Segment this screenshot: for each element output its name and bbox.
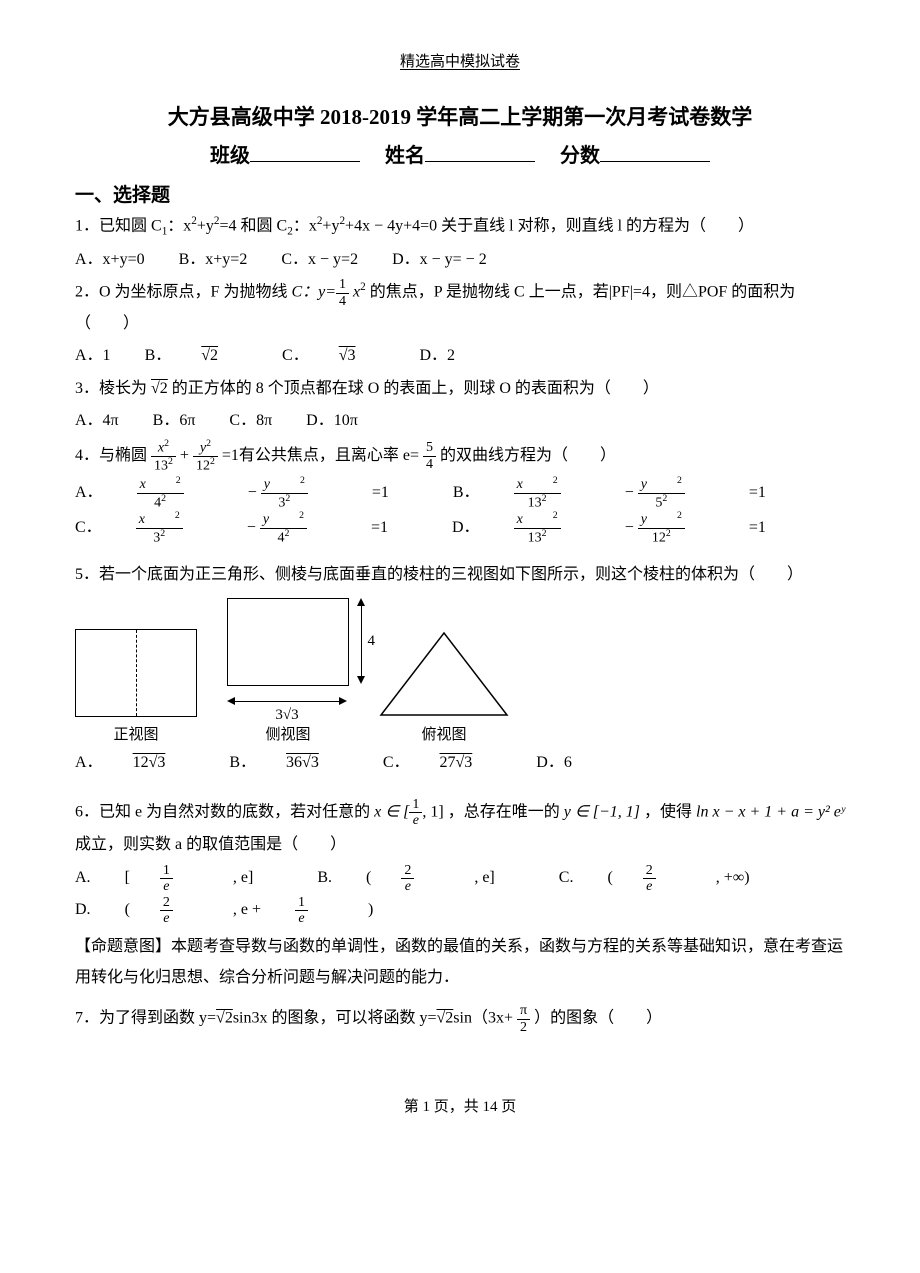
question-6: 6．已知 e 为自然对数的底数，若对任意的 x ∈ [1e, 1] ，总存在唯一… — [75, 797, 845, 829]
question-1: 1．已知圆 C1：x2+y2=4 和圆 C2：x2+y2+4x − 4y+4=0… — [75, 211, 845, 243]
score-label: 分数 — [560, 145, 600, 167]
q6-options: A. [1e, e] B. (2e, e] C. (2e, +∞) D. (2e… — [75, 863, 845, 927]
front-view-rect — [75, 629, 197, 717]
score-blank — [600, 141, 710, 162]
q2-options: A．1 B．√2 C．√3 D．2 — [75, 341, 845, 371]
question-4: 4．与椭圆 x2132 + y2122 =1有公共焦点，且离心率 e= 54 的… — [75, 439, 845, 474]
side-view: 4 3√3 侧视图 — [227, 598, 349, 744]
front-view: 正视图 — [75, 629, 197, 744]
q5-options: A．12√3 B．36√3 C．27√3 D．6 — [75, 748, 845, 778]
name-label: 姓名 — [385, 145, 425, 167]
three-views: 正视图 4 3√3 侧视图 俯视图 — [75, 598, 845, 744]
question-7: 7．为了得到函数 y=√2sin3x 的图象，可以将函数 y=√2sin（3x+… — [75, 1003, 845, 1035]
width-dimension: 3√3 — [227, 695, 347, 712]
class-label: 班级 — [210, 145, 250, 167]
top-view: 俯视图 — [379, 631, 509, 744]
class-blank — [250, 141, 360, 162]
question-6b: 成立，则实数 a 的取值范围是（ ） — [75, 830, 845, 860]
q3-options: A．4π B．6π C．8π D．10π — [75, 406, 845, 436]
side-view-rect — [227, 598, 349, 686]
q6-intent: 【命题意图】本题考查导数与函数的单调性，函数的最值的关系，函数与方程的关系等基础… — [75, 932, 845, 993]
page-footer: 第 1 页，共 14 页 — [75, 1095, 845, 1116]
question-3: 3．棱长为 √2 的正方体的 8 个顶点都在球 O 的表面上，则球 O 的表面积… — [75, 374, 845, 404]
question-2: 2．O 为坐标原点，F 为抛物线 C：y=14 x2 的焦点，P 是抛物线 C … — [75, 277, 845, 339]
q4-options-row2: C． x232 − y242 =1 D． x2132 − y2122 =1 — [75, 511, 845, 546]
running-header: 精选高中模拟试卷 — [75, 50, 845, 71]
section-header: 一、选择题 — [75, 180, 845, 207]
top-view-triangle — [379, 631, 509, 717]
name-blank — [425, 141, 535, 162]
height-dimension: 4 — [366, 598, 374, 684]
q1-options: A．x+y=0 B．x+y=2 C．x − y=2 D．x − y= − 2 — [75, 245, 845, 275]
question-5: 5．若一个底面为正三角形、侧棱与底面垂直的棱柱的三视图如下图所示，则这个棱柱的体… — [75, 560, 845, 590]
exam-subtitle: 班级 姓名 分数 — [75, 139, 845, 168]
exam-title: 大方县高级中学 2018-2019 学年高二上学期第一次月考试卷数学 — [75, 101, 845, 131]
q4-options-row1: A． x242 − y232 =1 B． x2132 − y252 =1 — [75, 476, 845, 511]
